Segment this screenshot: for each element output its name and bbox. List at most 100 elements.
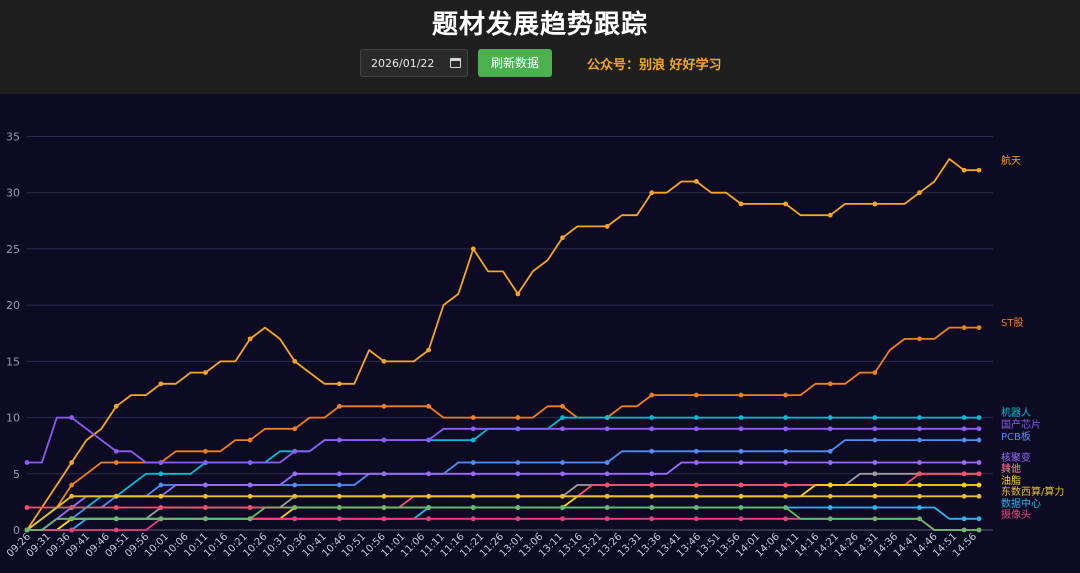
series-line bbox=[26, 326, 979, 531]
data-point bbox=[381, 516, 387, 522]
data-point bbox=[649, 471, 655, 477]
series-end-label: ST股 bbox=[1001, 317, 1023, 329]
data-point bbox=[976, 426, 982, 432]
data-point bbox=[976, 516, 982, 522]
data-point bbox=[961, 516, 967, 522]
data-point bbox=[247, 437, 253, 443]
data-point bbox=[738, 415, 744, 420]
data-point bbox=[247, 505, 253, 510]
data-point bbox=[158, 516, 164, 522]
data-point bbox=[381, 505, 387, 510]
data-point bbox=[604, 482, 610, 488]
data-point bbox=[560, 235, 565, 241]
series-end-label: 其他 bbox=[1001, 462, 1021, 475]
data-point bbox=[917, 415, 922, 420]
data-point bbox=[917, 493, 922, 499]
data-point bbox=[693, 505, 699, 510]
data-point bbox=[872, 201, 878, 207]
series-end-label: 东数西算/算力 bbox=[1001, 485, 1064, 498]
data-point bbox=[649, 505, 655, 510]
data-point bbox=[158, 505, 164, 510]
data-point bbox=[336, 437, 342, 443]
data-point bbox=[113, 516, 119, 522]
data-point bbox=[976, 437, 982, 443]
series-end-label: 转让 bbox=[1001, 462, 1021, 475]
data-point bbox=[738, 426, 744, 432]
data-point bbox=[426, 403, 432, 409]
data-point bbox=[560, 415, 565, 420]
data-point bbox=[649, 448, 655, 454]
data-point bbox=[961, 460, 967, 465]
data-point bbox=[917, 505, 922, 510]
data-point bbox=[917, 460, 922, 465]
data-point bbox=[649, 392, 655, 398]
data-point bbox=[515, 426, 521, 432]
data-point bbox=[917, 471, 922, 477]
data-point bbox=[69, 460, 75, 465]
data-point bbox=[827, 426, 833, 432]
data-point bbox=[560, 403, 565, 409]
series-end-label: 国产芯片 bbox=[1001, 418, 1041, 431]
data-point bbox=[693, 448, 699, 454]
data-point bbox=[336, 516, 342, 522]
data-point bbox=[872, 471, 878, 477]
data-point bbox=[783, 482, 789, 488]
data-point bbox=[247, 482, 253, 488]
data-point bbox=[381, 493, 387, 499]
data-point bbox=[783, 201, 789, 207]
data-point bbox=[426, 347, 432, 353]
data-point bbox=[827, 516, 833, 522]
data-point bbox=[24, 505, 30, 510]
data-point bbox=[113, 527, 119, 533]
data-point bbox=[69, 493, 75, 499]
data-point bbox=[470, 426, 476, 432]
data-point bbox=[827, 460, 833, 465]
data-point bbox=[515, 493, 521, 499]
data-point bbox=[470, 505, 476, 510]
data-point bbox=[917, 437, 922, 443]
data-point bbox=[470, 437, 476, 443]
data-point bbox=[917, 482, 922, 488]
data-point bbox=[515, 471, 521, 477]
data-point bbox=[69, 482, 75, 488]
data-point bbox=[203, 370, 208, 375]
data-point bbox=[961, 471, 967, 477]
data-point bbox=[292, 471, 298, 477]
data-point bbox=[917, 190, 922, 196]
data-point bbox=[738, 516, 744, 522]
data-point bbox=[917, 336, 922, 342]
series-end-label: 机器人 bbox=[1001, 406, 1031, 419]
data-point bbox=[976, 167, 982, 173]
date-picker[interactable]: 2026/01/22 bbox=[360, 49, 468, 77]
data-point bbox=[24, 527, 30, 533]
data-point bbox=[203, 505, 208, 510]
data-point bbox=[426, 516, 432, 522]
date-value: 2026/01/22 bbox=[371, 56, 435, 70]
data-point bbox=[470, 471, 476, 477]
data-point bbox=[560, 505, 565, 510]
data-point bbox=[961, 437, 967, 443]
data-point bbox=[470, 415, 476, 420]
series-line bbox=[27, 461, 979, 531]
data-point bbox=[560, 516, 565, 522]
data-point bbox=[976, 471, 982, 477]
data-point bbox=[693, 179, 699, 184]
data-point bbox=[158, 471, 164, 477]
series-end-label: 油脂 bbox=[1001, 474, 1021, 487]
data-point bbox=[381, 471, 387, 477]
data-point bbox=[738, 201, 744, 207]
app-header: 题材发展趋势跟踪 2026/01/22 刷新数据 公众号：别浪 好好学习 bbox=[0, 0, 1080, 94]
data-point bbox=[69, 516, 75, 522]
calendar-icon[interactable] bbox=[450, 58, 461, 68]
data-point bbox=[961, 493, 967, 499]
refresh-button[interactable]: 刷新数据 bbox=[478, 49, 553, 77]
data-point bbox=[292, 358, 298, 364]
data-point bbox=[872, 493, 878, 499]
data-point bbox=[783, 505, 789, 510]
data-point bbox=[158, 493, 164, 499]
data-point bbox=[426, 471, 432, 477]
wechat-notice: 公众号：别浪 好好学习 bbox=[587, 57, 722, 73]
data-point bbox=[649, 516, 655, 522]
data-point bbox=[604, 460, 610, 465]
data-point bbox=[693, 516, 699, 522]
